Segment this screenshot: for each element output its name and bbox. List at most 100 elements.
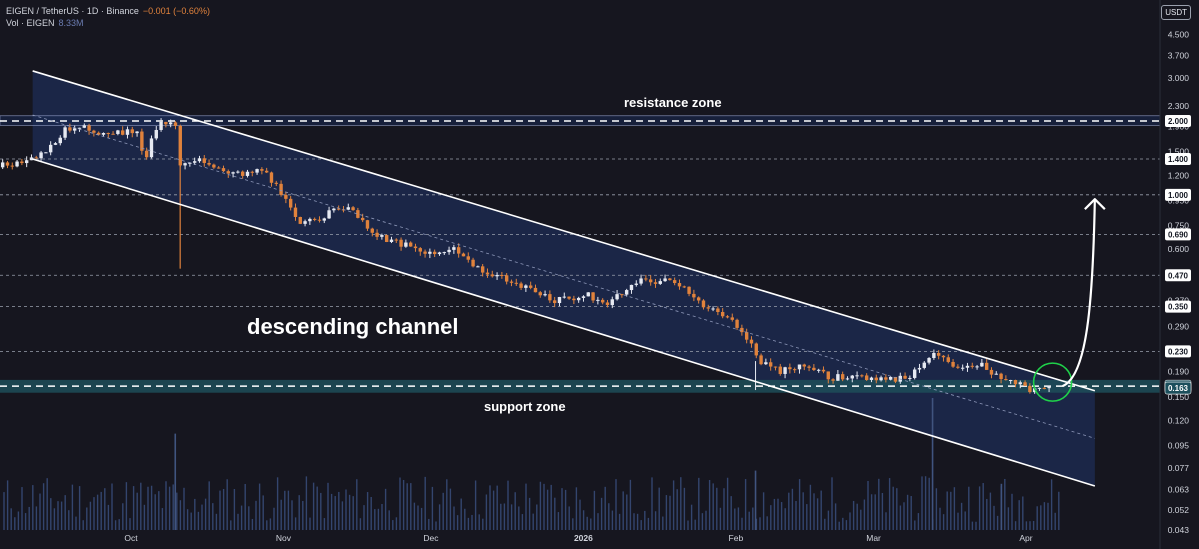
candle-down: [591, 292, 595, 301]
y-tick-label: 0.077: [1168, 463, 1190, 473]
chart-header-volume: Vol · EIGEN 8.33M: [6, 18, 84, 28]
candle-down: [552, 300, 557, 304]
candle-up: [855, 375, 859, 377]
candle-down: [298, 216, 302, 224]
candle-down: [807, 366, 811, 368]
candle-up: [101, 133, 106, 135]
symbol-line: EIGEN / TetherUS · 1D · Binance: [6, 6, 139, 16]
currency-badge[interactable]: USDT: [1161, 5, 1191, 20]
candle-down: [216, 167, 221, 169]
price-level-label: 1.400: [1168, 155, 1189, 164]
candle-down: [946, 357, 950, 362]
candle-down: [384, 235, 389, 242]
candle-up: [322, 218, 326, 221]
candle-up: [154, 129, 158, 139]
y-tick-label: 1.500: [1168, 147, 1190, 157]
candle-down: [250, 171, 254, 173]
candle-down: [951, 361, 955, 367]
channel-lower-line: [32, 158, 1096, 487]
candle-down: [696, 297, 701, 301]
candle-down: [365, 220, 370, 229]
candle-down: [120, 130, 125, 135]
candle-up: [596, 299, 600, 301]
candle-down: [740, 327, 744, 333]
candle-down: [394, 239, 398, 241]
candle-up: [116, 130, 120, 134]
candle-down: [399, 239, 403, 247]
candle-up: [888, 376, 893, 380]
candle-up: [927, 357, 931, 363]
candle-up: [1037, 387, 1042, 389]
breakout-circle: [1032, 362, 1073, 402]
candle-up: [912, 369, 917, 378]
candle-up: [615, 294, 619, 300]
candle-up: [197, 158, 202, 162]
candle-up: [303, 221, 307, 224]
candle-up: [452, 247, 456, 250]
price-change: −0.001 (−0.60%): [142, 6, 210, 16]
candle-up: [428, 251, 432, 254]
candle-up: [639, 278, 643, 284]
candle-up: [869, 377, 874, 380]
candle-down: [941, 355, 946, 358]
candle-up: [543, 294, 547, 296]
volume-label: Vol · EIGEN: [6, 18, 55, 28]
candle-up: [581, 296, 586, 298]
price-level-badge: [1165, 300, 1191, 313]
candle-up: [850, 375, 854, 379]
candle-down: [677, 283, 682, 287]
y-tick-label: 0.120: [1168, 416, 1190, 426]
candle-up: [634, 283, 638, 285]
candle-up: [245, 171, 250, 176]
candle-down: [418, 248, 422, 252]
candle-down: [144, 150, 149, 158]
y-tick-label: 0.150: [1168, 392, 1190, 402]
candle-down: [221, 168, 226, 172]
candle-down: [111, 133, 115, 135]
candle-down: [207, 162, 211, 165]
candle-up: [975, 366, 979, 368]
candle-up: [557, 297, 562, 304]
candle-down: [312, 218, 317, 220]
y-tick-label: 0.290: [1168, 322, 1190, 332]
candle-up: [610, 299, 614, 306]
candle-up: [231, 172, 235, 174]
candle-up: [188, 162, 192, 164]
candle-down: [605, 302, 610, 306]
candle-down: [812, 367, 816, 371]
price-level-label: 0.690: [1168, 230, 1189, 239]
candle-up: [135, 131, 139, 134]
candle-up: [980, 362, 984, 367]
candle-up: [624, 290, 629, 295]
y-tick-label: 0.750: [1168, 220, 1190, 230]
candle-up: [77, 127, 82, 129]
candle-down: [34, 157, 38, 159]
candle-down: [788, 367, 792, 370]
candle-up: [149, 138, 154, 158]
candle-down: [840, 374, 845, 380]
candle-up: [629, 284, 634, 291]
candle-down: [653, 282, 658, 284]
candle-up: [82, 125, 86, 128]
candle-down: [682, 286, 686, 288]
x-tick-label: Oct: [124, 533, 138, 543]
channel-area: [32, 70, 1095, 486]
candle-down: [533, 287, 538, 293]
candle-down: [668, 278, 672, 281]
candle-down: [519, 283, 523, 288]
y-tick-label: 4.500: [1168, 30, 1190, 40]
candle-down: [528, 285, 533, 288]
candle-down: [5, 162, 10, 166]
candle-down: [288, 198, 293, 208]
price-level-badge: [1165, 228, 1191, 241]
candle-down: [600, 299, 605, 303]
candle-up: [797, 364, 802, 370]
candle-down: [10, 165, 14, 167]
candle-down: [423, 251, 427, 254]
y-tick-label: 3.000: [1168, 73, 1190, 83]
candle-up: [576, 297, 581, 301]
candle-down: [831, 379, 835, 381]
candle-down: [860, 375, 864, 377]
candle-down: [1013, 380, 1018, 385]
